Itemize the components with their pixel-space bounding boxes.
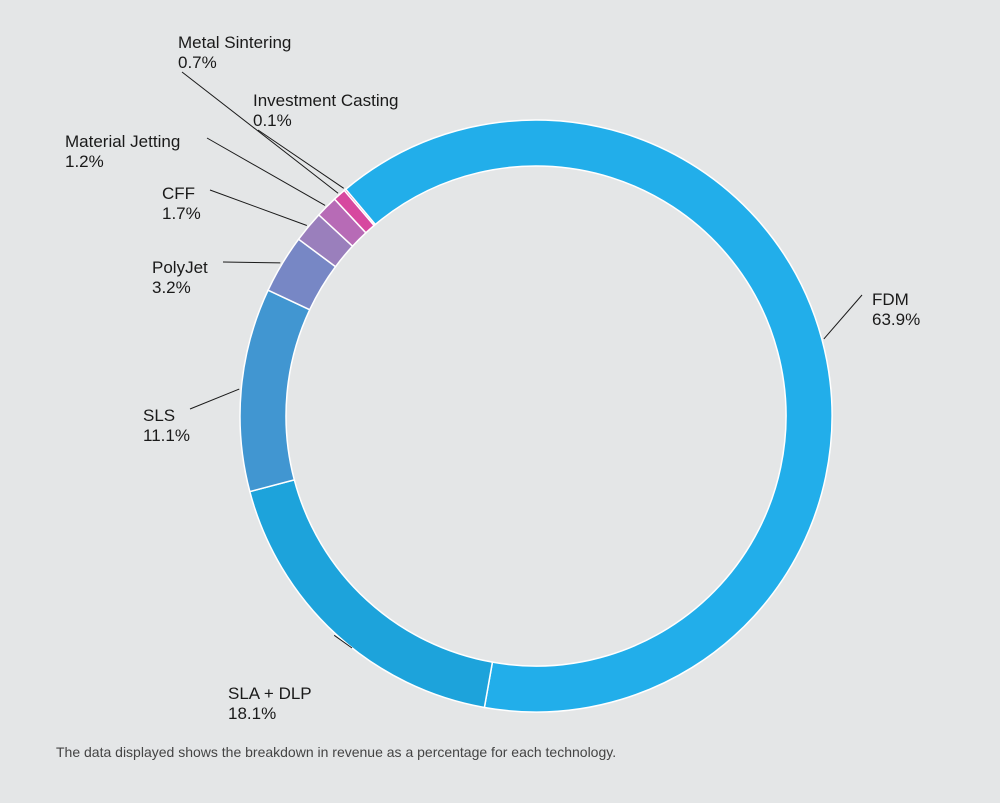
label-sls-name: SLS bbox=[143, 406, 176, 425]
leader-line-investment-casting bbox=[257, 129, 345, 189]
label-fdm: FDM 63.9% bbox=[872, 290, 920, 330]
label-sls-value: 11.1% bbox=[143, 426, 190, 445]
label-metal-sintering-name: Metal Sintering bbox=[178, 33, 292, 52]
leader-line-metal-sintering bbox=[181, 71, 339, 194]
slices-group bbox=[239, 119, 833, 713]
label-sla-dlp-name: SLA + DLP bbox=[228, 684, 312, 703]
label-polyjet-name: PolyJet bbox=[152, 258, 208, 277]
slice-sla-dlp bbox=[248, 478, 494, 709]
label-investment-casting-name: Investment Casting bbox=[253, 91, 399, 110]
label-cff-name: CFF bbox=[162, 184, 196, 203]
label-investment-casting: Investment Casting 0.1% bbox=[253, 91, 399, 131]
label-sla-dlp-value: 18.1% bbox=[228, 704, 277, 723]
label-material-jetting-value: 1.2% bbox=[65, 152, 104, 171]
label-cff: CFF 1.7% bbox=[162, 184, 201, 224]
label-polyjet: PolyJet 3.2% bbox=[152, 258, 208, 298]
label-cff-value: 1.7% bbox=[162, 204, 201, 223]
label-sla-dlp: SLA + DLP 18.1% bbox=[228, 684, 312, 724]
leader-line-fdm bbox=[823, 294, 863, 340]
leader-line-polyjet bbox=[222, 261, 281, 264]
label-metal-sintering-value: 0.7% bbox=[178, 53, 217, 72]
leader-line-sls bbox=[189, 388, 240, 410]
slice-sls bbox=[239, 289, 311, 493]
label-polyjet-value: 3.2% bbox=[152, 278, 191, 297]
leader-line-cff bbox=[209, 189, 308, 226]
leader-line-material-jetting bbox=[206, 137, 326, 206]
label-investment-casting-value: 0.1% bbox=[253, 111, 292, 130]
label-metal-sintering: Metal Sintering 0.7% bbox=[178, 33, 291, 73]
label-material-jetting: Material Jetting 1.2% bbox=[65, 132, 180, 172]
label-material-jetting-name: Material Jetting bbox=[65, 132, 181, 151]
slice-fdm bbox=[344, 119, 833, 713]
label-fdm-name: FDM bbox=[872, 290, 909, 309]
footnote: The data displayed shows the breakdown i… bbox=[56, 744, 617, 760]
leader-lines-group bbox=[181, 71, 863, 649]
label-sls: SLS 11.1% bbox=[143, 406, 190, 446]
leader-line-sla-dlp bbox=[333, 634, 353, 649]
label-fdm-value: 63.9% bbox=[872, 310, 921, 329]
slice-investment-casting bbox=[343, 188, 377, 227]
